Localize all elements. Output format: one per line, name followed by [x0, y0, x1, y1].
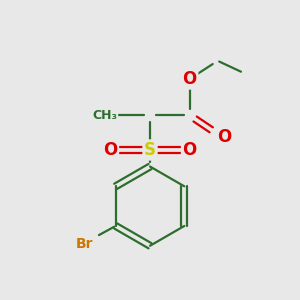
Text: O: O: [182, 141, 197, 159]
Text: S: S: [144, 141, 156, 159]
Text: O: O: [182, 70, 197, 88]
Text: CH₃: CH₃: [92, 109, 117, 122]
Text: O: O: [217, 128, 231, 146]
Text: Br: Br: [76, 237, 93, 251]
Text: O: O: [103, 141, 118, 159]
